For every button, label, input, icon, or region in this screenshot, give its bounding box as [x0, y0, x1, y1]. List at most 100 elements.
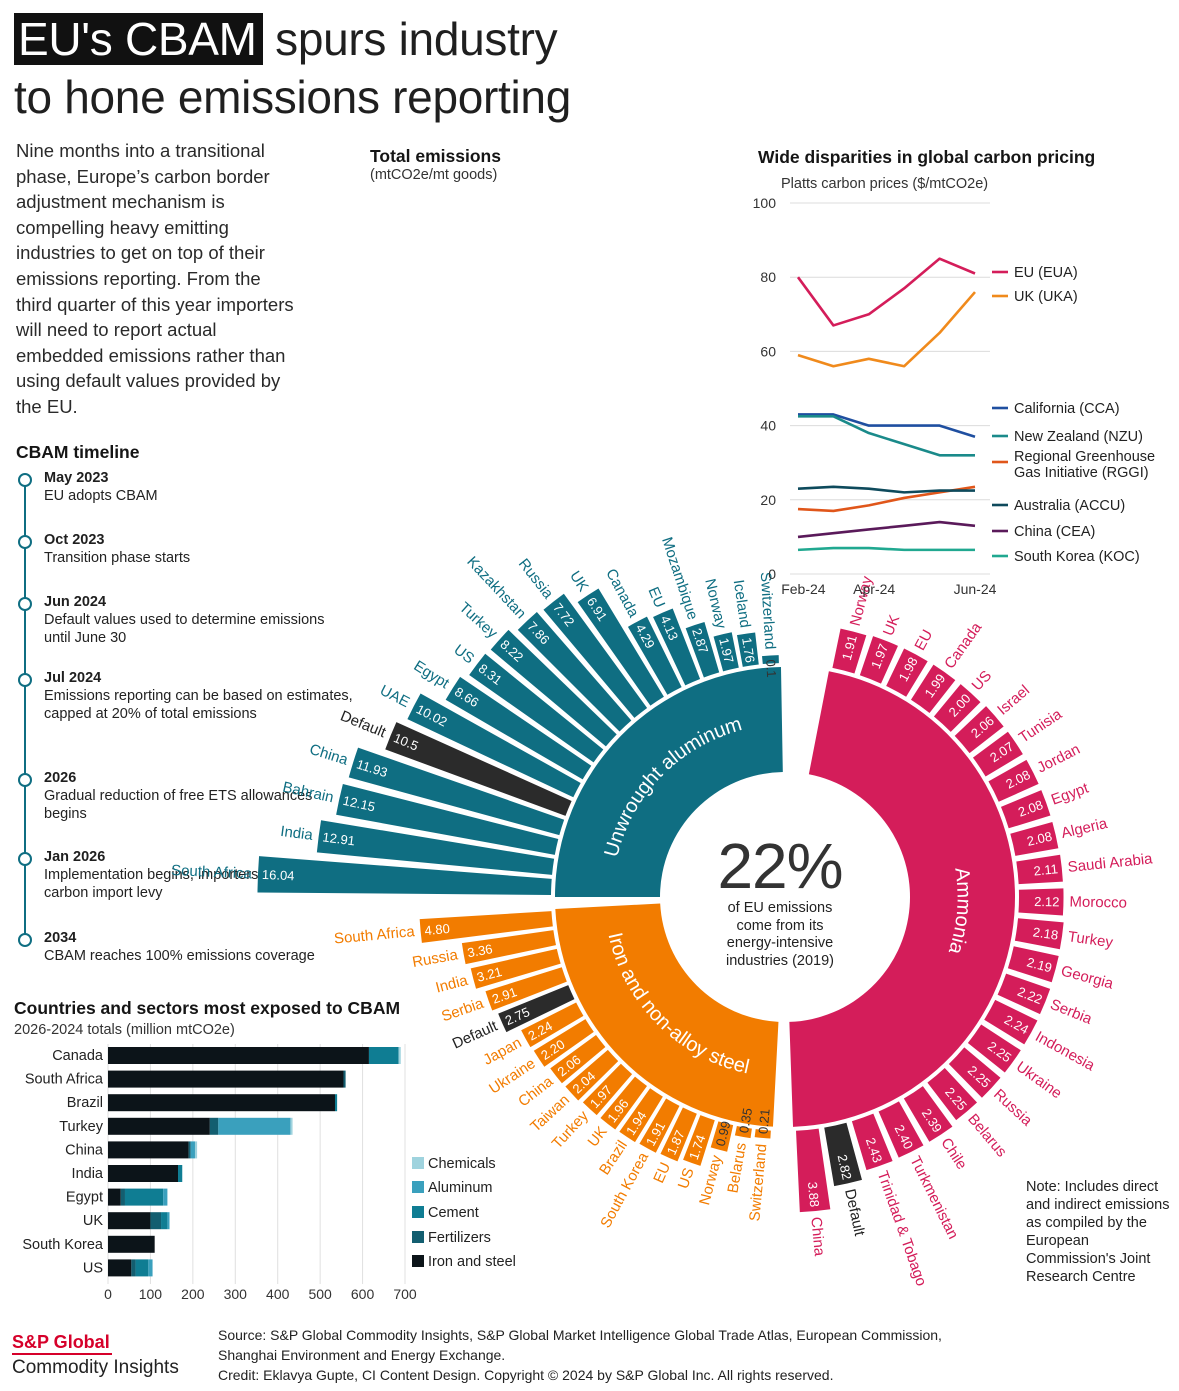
category-label: Default — [841, 1187, 868, 1238]
x-tick-label: 700 — [393, 1286, 417, 1302]
timeline-date: 2026 — [44, 770, 77, 786]
bar-south-africa-iron-and-steel — [108, 1070, 344, 1088]
exposure-title: Countries and sectors most exposed to CB… — [14, 998, 400, 1018]
bar-serbia — [485, 967, 567, 1011]
category-label: Bahrain — [281, 779, 335, 807]
value-label: 2.11 — [1033, 861, 1059, 878]
bar-uk-iron-and-steel — [108, 1212, 151, 1230]
value-label: 1.91 — [839, 634, 860, 662]
category-label: Chile — [937, 1135, 970, 1173]
bar-turkey — [490, 629, 617, 747]
bar-uk-fertilizers — [150, 1212, 162, 1230]
legend-label: New Zealand (NZU) — [1014, 429, 1143, 445]
bar-china-fertilizers — [188, 1141, 191, 1159]
category-label: Indonesia — [1032, 1028, 1098, 1075]
value-label: 0.1 — [763, 659, 779, 678]
category-label: US — [969, 667, 996, 694]
bar-brazil-cement — [334, 1094, 338, 1112]
bar-us — [469, 653, 604, 763]
category-label: South Africa — [333, 923, 416, 948]
value-label: 3.36 — [466, 941, 494, 960]
bar-uk-cement — [161, 1212, 168, 1230]
bar-canada-chemicals — [398, 1047, 401, 1064]
category-label: Ukraine — [1013, 1058, 1065, 1102]
y-tick-label: 60 — [760, 343, 776, 359]
bar-south-africa — [419, 911, 553, 943]
bar-uk — [577, 588, 664, 706]
bar-south-korea — [639, 1098, 680, 1153]
category-label: Russia — [411, 946, 460, 971]
hub-ammonia — [789, 671, 1015, 1127]
center-caption-line: come from its — [736, 917, 824, 934]
bar-china-aluminum — [190, 1141, 195, 1159]
category-label: EU — [644, 585, 668, 611]
timeline-date: Oct 2023 — [44, 532, 105, 548]
bar-egypt-iron-and-steel — [108, 1188, 121, 1206]
center-percent: 22% — [717, 830, 843, 902]
x-tick-label: Apr-24 — [853, 581, 895, 597]
bar-israel — [954, 706, 1004, 754]
bar-chile — [903, 1086, 953, 1142]
category-label: UK — [566, 568, 592, 595]
legend-swatch — [412, 1181, 424, 1193]
bar-norway — [713, 632, 739, 672]
x-tick-label: 500 — [308, 1286, 332, 1302]
category-label: US — [675, 1166, 698, 1191]
x-tick-label: Jun-24 — [954, 581, 997, 597]
value-label: 2.82 — [835, 1153, 855, 1181]
value-label: 1.76 — [739, 637, 758, 664]
category-label: India — [72, 1166, 104, 1182]
x-tick-label: Feb-24 — [781, 581, 826, 597]
y-tick-label: 0 — [768, 566, 776, 582]
legend-label: Australia (ACCU) — [1014, 498, 1125, 514]
bar-turkey — [582, 1063, 633, 1116]
exposure-subtitle: 2026-2024 totals (million mtCO2e) — [14, 1022, 235, 1038]
bar-china — [348, 747, 565, 836]
value-label: 3.88 — [805, 1181, 822, 1208]
bar-default — [824, 1122, 862, 1187]
category-label: Switzerland — [746, 1143, 770, 1222]
bar-ukraine — [967, 1024, 1021, 1073]
value-label: 2.19 — [1025, 954, 1053, 975]
bar-china-chemicals — [194, 1141, 198, 1159]
carbon-price-line-chart: Wide disparities in global carbon pricin… — [753, 147, 1155, 597]
timeline-date: Jul 2024 — [44, 670, 102, 686]
bar-turkey-chemicals — [290, 1117, 293, 1135]
timeline-dot — [18, 673, 32, 687]
bar-turkey — [1014, 918, 1064, 950]
category-label: UK — [880, 613, 903, 639]
value-label: 2.91 — [490, 984, 519, 1007]
category-label: Switzerland — [757, 572, 779, 650]
category-label: Default — [338, 708, 389, 742]
footer: Source: S&P Global Commodity Insights, S… — [218, 1325, 978, 1385]
y-tick-label: 20 — [760, 492, 776, 508]
category-label: Egypt — [66, 1190, 103, 1206]
bar-china — [796, 1128, 831, 1213]
timeline-dot — [18, 597, 32, 611]
category-label: Brazil — [67, 1095, 103, 1111]
bar-algeria — [1010, 821, 1059, 856]
footer-source: Source: S&P Global Commodity Insights, S… — [218, 1327, 942, 1363]
bar-saudi-arabia — [1016, 854, 1063, 885]
legend-swatch — [412, 1157, 424, 1169]
bar-trinidad-tobago — [851, 1113, 893, 1171]
category-label: US — [450, 641, 477, 667]
hub-unwrought-aluminum — [555, 667, 783, 897]
category-label: South Korea — [22, 1237, 104, 1253]
bar-china-iron-and-steel — [108, 1141, 189, 1159]
category-label: UK — [83, 1213, 103, 1229]
timeline-dot — [18, 852, 32, 866]
total-emissions-block: Total emissions (mtCO2e/mt goods) — [370, 146, 501, 183]
bar-us-aluminum — [148, 1259, 153, 1277]
value-label: 12.15 — [342, 793, 377, 815]
legend-label: UK (UKA) — [1014, 289, 1078, 305]
timeline-dot — [18, 933, 32, 947]
center-caption-line: of EU emissions — [727, 900, 833, 916]
bar-canada — [627, 616, 682, 695]
legend-swatch — [412, 1231, 424, 1243]
bar-us-fertilizers — [131, 1259, 136, 1277]
category-label: Turkey — [456, 599, 501, 642]
category-label: Russia — [515, 556, 557, 603]
bar-default — [385, 722, 572, 816]
